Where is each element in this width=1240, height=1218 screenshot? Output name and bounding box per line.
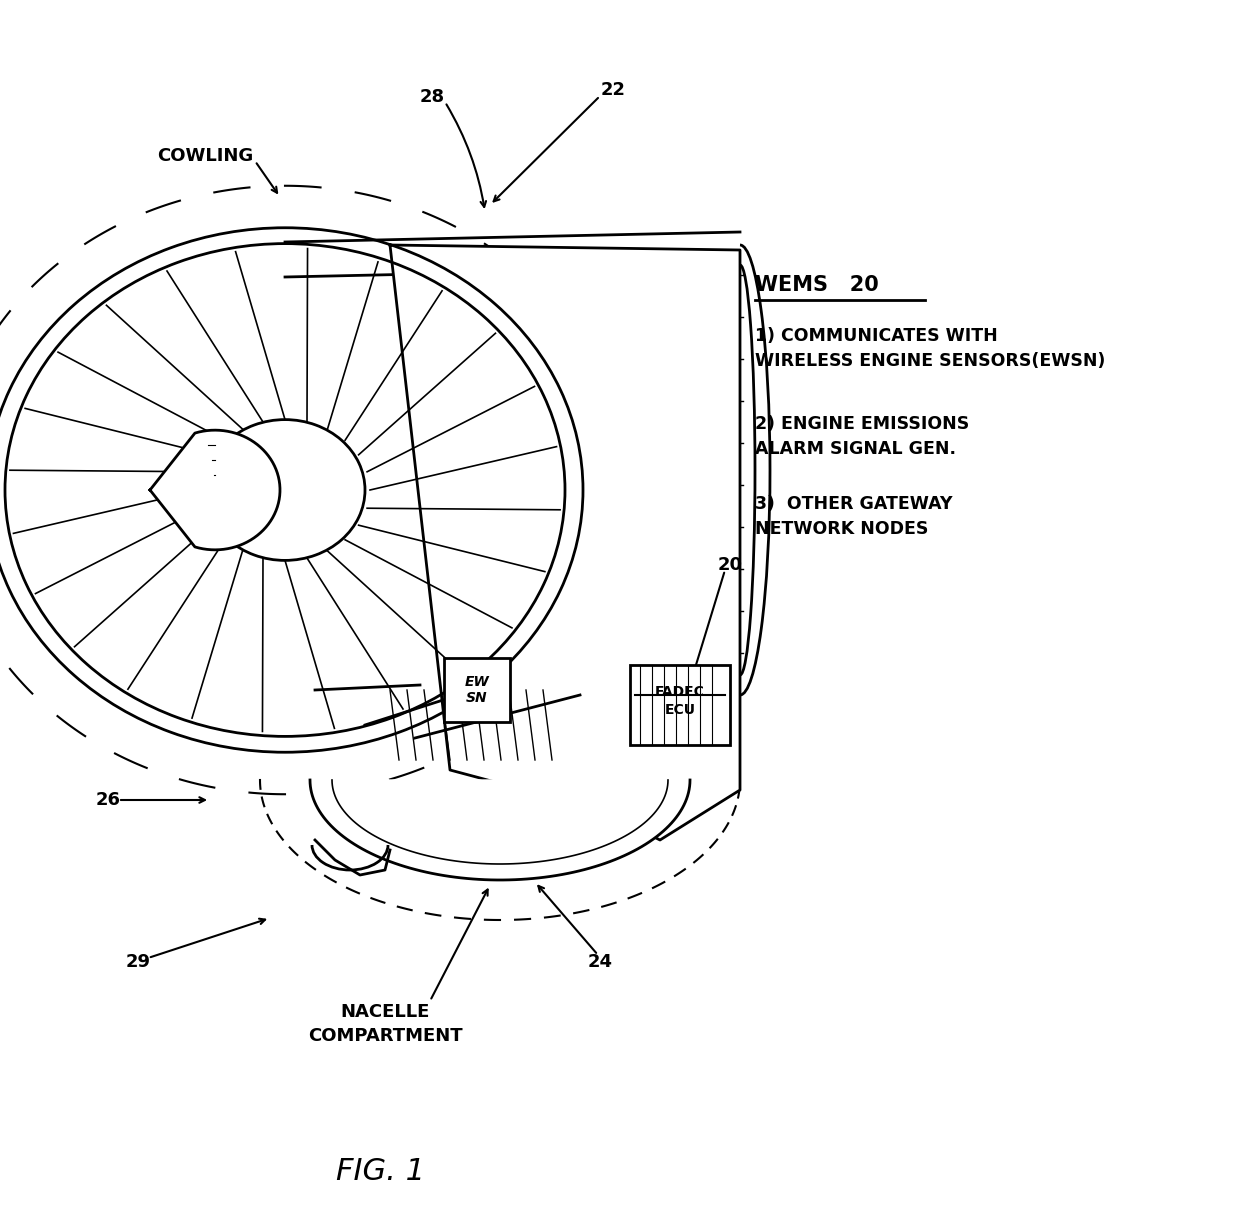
Text: 2) ENGINE EMISSIONS
ALARM SIGNAL GEN.: 2) ENGINE EMISSIONS ALARM SIGNAL GEN. [755, 415, 970, 458]
Text: 20: 20 [718, 555, 743, 574]
Polygon shape [391, 245, 740, 840]
Polygon shape [150, 430, 280, 549]
Bar [444, 658, 510, 722]
Text: 1) COMMUNICATES WITH
WIRELESS ENGINE SENSORS(EWSN): 1) COMMUNICATES WITH WIRELESS ENGINE SEN… [755, 326, 1105, 370]
Text: FADEC
ECU: FADEC ECU [655, 686, 704, 716]
Text: WEMS   20: WEMS 20 [755, 275, 879, 295]
Text: 28: 28 [419, 88, 445, 106]
Text: 24: 24 [588, 952, 613, 971]
Text: EW
SN: EW SN [465, 675, 490, 705]
Text: COWLING: COWLING [157, 147, 253, 164]
Text: 3)  OTHER GATEWAY
NETWORK NODES: 3) OTHER GATEWAY NETWORK NODES [755, 495, 952, 538]
Text: NACELLE
COMPARTMENT: NACELLE COMPARTMENT [308, 1002, 463, 1045]
Bar [630, 665, 730, 745]
Text: FIG. 1: FIG. 1 [336, 1157, 424, 1186]
Text: 29: 29 [125, 952, 150, 971]
Text: 22: 22 [600, 82, 625, 99]
Polygon shape [310, 780, 689, 879]
Text: 26: 26 [95, 790, 120, 809]
